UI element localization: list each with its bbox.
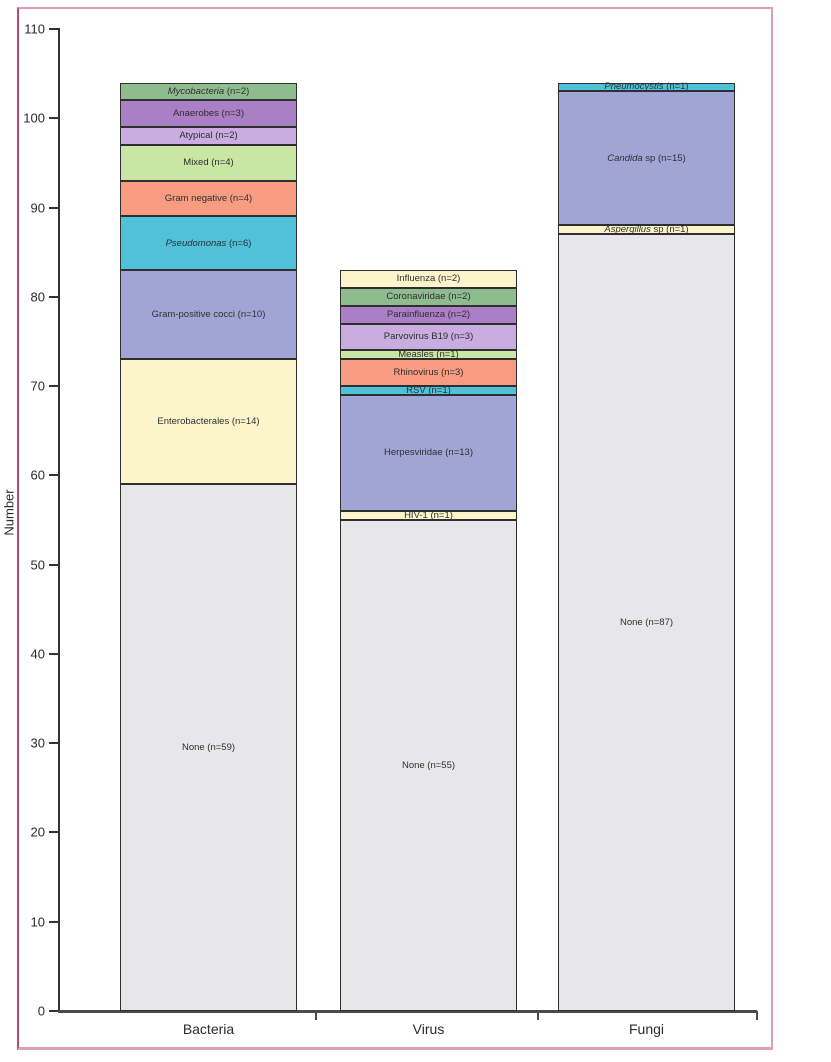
y-axis-tick-label: 110 (24, 21, 45, 37)
bar-segment: HIV-1 (n=1) (340, 511, 517, 520)
x-axis-tick (756, 1011, 758, 1020)
y-axis-tick-label: 90 (30, 200, 45, 216)
bar-segment: Coronaviridae (n=2) (340, 287, 517, 306)
x-axis-tick (315, 1011, 317, 1020)
segment-label: Parvovirus B19 (n=3) (383, 331, 474, 343)
bar-segment: Herpesviridae (n=13) (340, 395, 517, 512)
y-axis-line (58, 28, 60, 1012)
segment-label: Aspergillus sp (n=1) (604, 224, 689, 236)
bar-segment: Parainfluenza (n=2) (340, 305, 517, 324)
y-axis-tick (49, 1010, 58, 1012)
bar-segment: Mycobacteria (n=2) (120, 82, 297, 101)
segment-label: None (n=59) (181, 741, 236, 753)
y-axis-tick (49, 117, 58, 120)
segment-label: Anaerobes (n=3) (172, 108, 245, 120)
category-label-bacteria: Bacteria (182, 1021, 235, 1037)
category-label-fungi: Fungi (628, 1021, 665, 1037)
y-axis-tick (49, 563, 58, 566)
bar-segment: Aspergillus sp (n=1) (558, 225, 735, 234)
bar-segment: Rhinovirus (n=3) (340, 359, 517, 387)
bar-segment: None (n=55) (340, 520, 517, 1011)
y-axis-tick (49, 295, 58, 298)
segment-label: Pseudomonas (n=6) (165, 237, 252, 249)
x-axis-tick (537, 1011, 539, 1020)
y-axis-tick-label: 100 (23, 110, 45, 126)
segment-label: Gram negative (n=4) (164, 192, 253, 204)
bar-segment: Pneumocystis (n=1) (558, 81, 735, 93)
segment-label: None (n=87) (619, 616, 674, 628)
bar-segment: Measles (n=1) (340, 349, 517, 361)
y-axis-tick-label: 20 (30, 824, 45, 840)
bar-segment: None (n=87) (558, 234, 735, 1011)
segment-label: Parainfluenza (n=2) (386, 308, 471, 320)
x-axis-line (58, 1010, 757, 1013)
segment-label: Measles (n=1) (398, 349, 459, 361)
bar-segment: None (n=59) (120, 484, 297, 1011)
category-label-virus: Virus (412, 1021, 445, 1037)
segment-label: Candida sp (n=15) (607, 152, 686, 164)
segment-label: Gram-positive cocci (n=10) (151, 308, 266, 320)
y-axis-tick-label: 0 (37, 1003, 45, 1019)
y-axis-tick-label: 40 (30, 646, 45, 662)
bar-segment: Influenza (n=2) (340, 270, 517, 288)
y-axis-tick (49, 206, 58, 209)
segment-label: Mycobacteria (n=2) (167, 85, 250, 97)
segment-label: Enterobacterales (n=14) (157, 416, 260, 428)
segment-label: Rhinovirus (n=3) (393, 366, 464, 378)
bar-segment: Candida sp (n=15) (558, 91, 735, 226)
y-axis-tick (49, 385, 58, 388)
y-axis-tick-label: 50 (30, 557, 45, 573)
bar-segment: Parvovirus B19 (n=3) (340, 323, 517, 351)
bar-segment: RSV (n=1) (340, 386, 517, 395)
y-axis-tick (49, 742, 58, 745)
bar-segment: Pseudomonas (n=6) (120, 216, 297, 271)
bar-segment: Atypical (n=2) (120, 127, 297, 146)
y-axis-tick (49, 652, 58, 655)
y-axis-tick-label: 10 (30, 914, 45, 930)
segment-label: None (n=55) (401, 759, 456, 771)
segment-label: Herpesviridae (n=13) (384, 447, 473, 459)
segment-label: Coronaviridae (n=2) (386, 291, 471, 303)
y-axis-tick (49, 920, 58, 923)
segment-label: Influenza (n=2) (396, 273, 461, 285)
y-axis-tick-label: 30 (30, 735, 45, 751)
bar-segment: Gram-positive cocci (n=10) (120, 270, 297, 360)
bar-segment: Gram negative (n=4) (120, 180, 297, 217)
segment-label: Atypical (n=2) (179, 130, 238, 142)
bar-segment: Mixed (n=4) (120, 145, 297, 181)
y-axis-tick (49, 474, 58, 477)
segment-label: RSV (n=1) (406, 384, 451, 396)
y-axis-tick (49, 831, 58, 834)
segment-label: HIV-1 (n=1) (404, 509, 453, 521)
y-axis-tick-label: 80 (30, 289, 45, 305)
y-axis-tick-label: 60 (30, 467, 45, 483)
y-axis-tick (49, 28, 58, 30)
bar-segment: Anaerobes (n=3) (120, 100, 297, 128)
segment-label: Mixed (n=4) (183, 157, 234, 169)
y-axis-tick-label: 70 (30, 378, 45, 394)
bar-segment: Enterobacterales (n=14) (120, 359, 297, 485)
segment-label: Pneumocystis (n=1) (604, 81, 689, 93)
